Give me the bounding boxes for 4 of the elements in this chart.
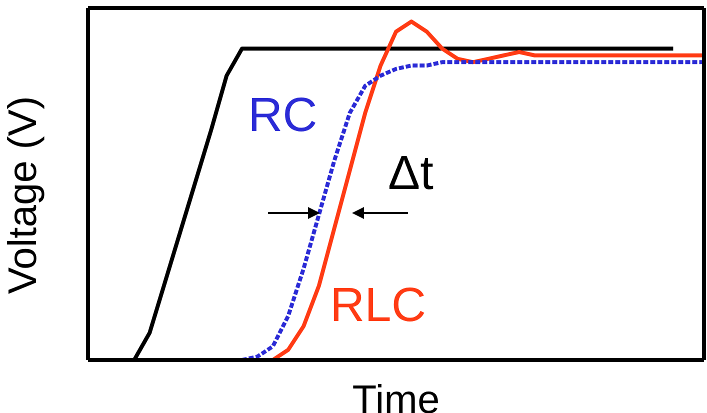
annotation: Δt: [388, 147, 434, 200]
series-label: RC: [248, 89, 318, 142]
series-label: RLC: [330, 279, 426, 332]
y-axis-title: Voltage (V): [1, 96, 46, 294]
